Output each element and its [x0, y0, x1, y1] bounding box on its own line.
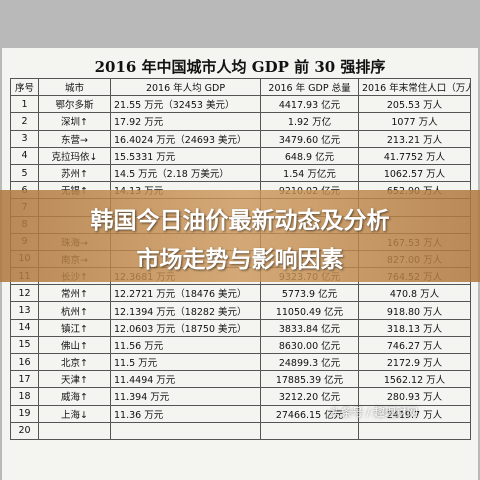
cell-rank: 12 — [10, 284, 39, 303]
cell-population: 1062.57 万人 — [358, 163, 471, 183]
cell-population: 1077 万人 — [358, 112, 471, 131]
table-row: 13 杭州↑ 12.1394 万元（18282 美元） 11050.49 亿元 918.… — [10, 301, 471, 320]
cell-population — [358, 421, 471, 440]
table-row: 18 威海↑ 11.394 万元 3212.20 亿元 280.93 万人 — [10, 387, 471, 406]
cell-total-gdp: 17885.39 亿元 — [260, 370, 359, 389]
cell-population: 280.93 万人 — [358, 387, 471, 406]
cell-city: 鄂尔多斯 — [38, 95, 111, 114]
cell-total-gdp — [260, 421, 359, 440]
cell-total-gdp: 1.54 万亿元 — [260, 163, 359, 183]
cell-total-gdp: 24899.3 亿元 — [260, 352, 359, 372]
cell-total-gdp: 3212.20 亿元 — [260, 387, 359, 406]
cell-rank: 17 — [10, 370, 39, 389]
cell-city: 佛山↑ — [38, 335, 111, 355]
cell-rank: 15 — [10, 335, 39, 355]
cell-population: 205.53 万人 — [358, 95, 471, 114]
cell-total-gdp: 8630.00 亿元 — [260, 335, 359, 355]
cell-city: 上海↓ — [38, 404, 111, 423]
cell-population: 746.27 万人 — [358, 335, 471, 355]
cell-total-gdp: 648.9 亿元 — [260, 146, 359, 165]
headline-line-1: 韩国今日油价最新动态及分析 — [90, 208, 390, 234]
cell-per-capita-gdp: 11.56 万元 — [110, 335, 261, 355]
cell-total-gdp: 5773.9 亿元 — [260, 284, 359, 303]
cell-city: 镇江↑ — [38, 318, 111, 337]
cell-rank: 1 — [10, 95, 39, 114]
cell-city — [38, 421, 111, 440]
header-population: 2016 年末常住人口（万人） — [358, 77, 471, 97]
cell-total-gdp: 3479.60 亿元 — [260, 129, 359, 148]
table-row: 3 东营→ 16.4024 万元（24693 美元） 3479.60 亿元 213.21… — [10, 129, 471, 148]
cell-per-capita-gdp: 11.4494 万元 — [110, 370, 261, 389]
cell-rank: 18 — [10, 387, 39, 406]
cell-city: 常州↑ — [38, 284, 111, 303]
cell-rank: 14 — [10, 318, 39, 337]
table-row: 14 镇江↑ 12.0603 万元（18750 美元） 3833.84 亿元 318.1… — [10, 318, 471, 337]
cell-city: 东营→ — [38, 129, 111, 148]
cell-city: 天津↑ — [38, 370, 111, 389]
table-row: 4 克拉玛依↓ 15.5331 万元 648.9 亿元 41.7752 万人 — [10, 146, 471, 165]
table-header-row: 序号 城市 2016 年人均 GDP 2016 年 GDP 总量 2016 年末… — [10, 77, 471, 97]
watermark: 头条号 / 趣理财网 — [330, 406, 418, 419]
cell-city: 深圳↑ — [38, 112, 111, 131]
cell-rank: 16 — [10, 352, 39, 372]
table-row: 17 天津↑ 11.4494 万元 17885.39 亿元 1562.12 万人 — [10, 370, 471, 389]
cell-total-gdp: 3833.84 亿元 — [260, 318, 359, 337]
cell-per-capita-gdp: 12.2721 万元（18476 美元） — [110, 284, 261, 303]
header-total-gdp: 2016 年 GDP 总量 — [260, 77, 359, 97]
cell-population: 213.21 万人 — [358, 129, 471, 148]
cell-rank: 5 — [10, 163, 39, 183]
cell-population: 318.13 万人 — [358, 318, 471, 337]
cell-per-capita-gdp: 21.55 万元（32453 美元） — [110, 95, 261, 114]
cell-per-capita-gdp: 12.0603 万元（18750 美元） — [110, 318, 261, 337]
cell-population: 1562.12 万人 — [358, 370, 471, 389]
cell-per-capita-gdp — [110, 421, 261, 440]
cell-population: 2172.9 万人 — [358, 352, 471, 372]
table-row: 15 佛山↑ 11.56 万元 8630.00 亿元 746.27 万人 — [10, 335, 471, 355]
cell-rank: 13 — [10, 301, 39, 320]
table-row: 12 常州↑ 12.2721 万元（18476 美元） 5773.9 亿元 470.8 … — [10, 284, 471, 303]
header-rank: 序号 — [10, 77, 39, 97]
cell-rank: 19 — [10, 404, 39, 423]
document-title: 2016 年中国城市人均 GDP 前 30 强排序 — [94, 58, 386, 76]
header-city: 城市 — [38, 77, 111, 97]
cell-per-capita-gdp: 11.394 万元 — [110, 387, 261, 406]
cell-population: 918.80 万人 — [358, 301, 471, 320]
cell-per-capita-gdp: 11.5 万元 — [110, 352, 261, 372]
cell-city: 威海↑ — [38, 387, 111, 406]
cell-rank: 3 — [10, 129, 39, 148]
cell-per-capita-gdp: 17.92 万元 — [110, 112, 261, 131]
cell-city: 苏州↑ — [38, 163, 111, 183]
cell-rank: 4 — [10, 146, 39, 165]
table-row: 16 北京↑ 11.5 万元 24899.3 亿元 2172.9 万人 — [10, 352, 471, 372]
table-row: 20 — [10, 421, 471, 440]
cell-city: 杭州↑ — [38, 301, 111, 320]
cell-per-capita-gdp: 15.5331 万元 — [110, 146, 261, 165]
table-row: 1 鄂尔多斯 21.55 万元（32453 美元） 4417.93 亿元 205.53 … — [10, 95, 471, 114]
cell-total-gdp: 11050.49 亿元 — [260, 301, 359, 320]
cell-per-capita-gdp: 16.4024 万元（24693 美元） — [110, 129, 261, 148]
cell-total-gdp: 1.92 万亿 — [260, 112, 359, 131]
cell-city: 北京↑ — [38, 352, 111, 372]
header-per-capita-gdp: 2016 年人均 GDP — [110, 77, 261, 97]
cell-rank: 20 — [10, 421, 39, 440]
table-row: 19 上海↓ 11.36 万元 27466.15 亿元 2419.7 万人 — [10, 404, 471, 423]
cell-rank: 2 — [10, 112, 39, 131]
table-row: 5 苏州↑ 14.5 万元（2.18 万美元） 1.54 万亿元 1062.57 万人 — [10, 163, 471, 183]
cell-city: 克拉玛依↓ — [38, 146, 111, 165]
headline-banner — [0, 190, 480, 282]
cell-per-capita-gdp: 11.36 万元 — [110, 404, 261, 423]
table-row: 2 深圳↑ 17.92 万元 1.92 万亿 1077 万人 — [10, 112, 471, 131]
cell-population: 470.8 万人 — [358, 284, 471, 303]
cell-per-capita-gdp: 14.5 万元（2.18 万美元） — [110, 163, 261, 183]
headline-line-2: 市场走势与影响因素 — [136, 247, 344, 273]
cell-total-gdp: 4417.93 亿元 — [260, 95, 359, 114]
cell-per-capita-gdp: 12.1394 万元（18282 美元） — [110, 301, 261, 320]
cell-population: 41.7752 万人 — [358, 146, 471, 165]
